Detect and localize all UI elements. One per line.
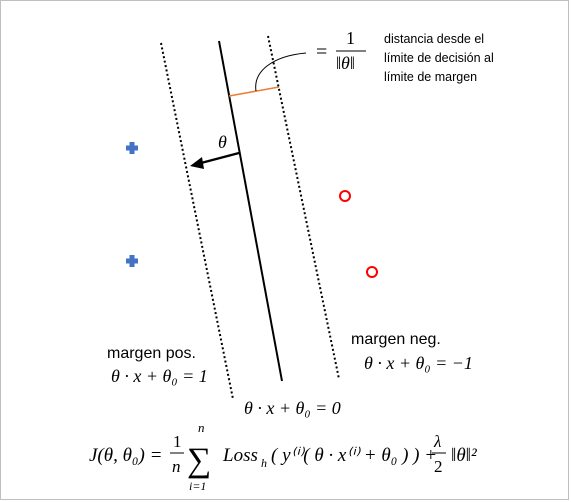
annotation-note-line-2: límite de decisión al xyxy=(384,51,494,65)
negative-margin-equation: θ · x + θ₀ = −1 xyxy=(364,353,473,373)
positive-margin-title: margen pos. xyxy=(107,345,196,362)
theta-arrow-head-icon xyxy=(190,157,204,169)
negative-sample-1-circle-icon xyxy=(339,190,351,202)
objective-body: ( y⁽ⁱ⁾( θ · x⁽ⁱ⁾ + θ₀ ) ) + xyxy=(271,445,437,466)
theta-label: θ xyxy=(218,132,227,152)
annotation-equals: = xyxy=(316,41,327,63)
annotation-leader-arc xyxy=(255,52,307,92)
positive-margin-line xyxy=(160,42,234,400)
negative-sample-2-circle-icon xyxy=(366,266,378,278)
annotation-denominator: ‖θ‖ xyxy=(336,53,355,73)
margin-distance-line xyxy=(228,86,280,97)
objective-lhs: J(θ, θ₀) = xyxy=(89,445,162,466)
objective-sum-top: n xyxy=(198,420,205,435)
objective-sum-bottom: i=1 xyxy=(189,479,206,493)
positive-sample-2-plus-icon xyxy=(126,255,138,267)
annotation-note-line-3: límite de margen xyxy=(384,70,477,84)
objective-loss: Loss xyxy=(222,445,258,466)
negative-margin-title: margen neg. xyxy=(351,331,441,348)
objective-lambda-den: 2 xyxy=(434,457,443,476)
annotation-numerator: 1 xyxy=(346,28,355,48)
objective-sum-symbol: ∑ xyxy=(187,442,211,479)
objective-loss-subscript: h xyxy=(261,456,267,470)
objective-lambda-num: λ xyxy=(433,432,441,451)
objective-regularizer: ‖θ‖² xyxy=(451,445,477,466)
objective-frac-num: 1 xyxy=(173,432,182,451)
annotation-note-line-1: distancia desde el xyxy=(384,32,484,46)
positive-margin-equation: θ · x + θ₀ = 1 xyxy=(111,366,208,386)
decision-boundary-line xyxy=(218,40,283,382)
decision-boundary-equation: θ · x + θ₀ = 0 xyxy=(244,398,341,418)
objective-frac-den: n xyxy=(172,457,181,476)
theta-vector-line xyxy=(200,151,240,165)
positive-sample-1-plus-icon xyxy=(126,142,138,154)
